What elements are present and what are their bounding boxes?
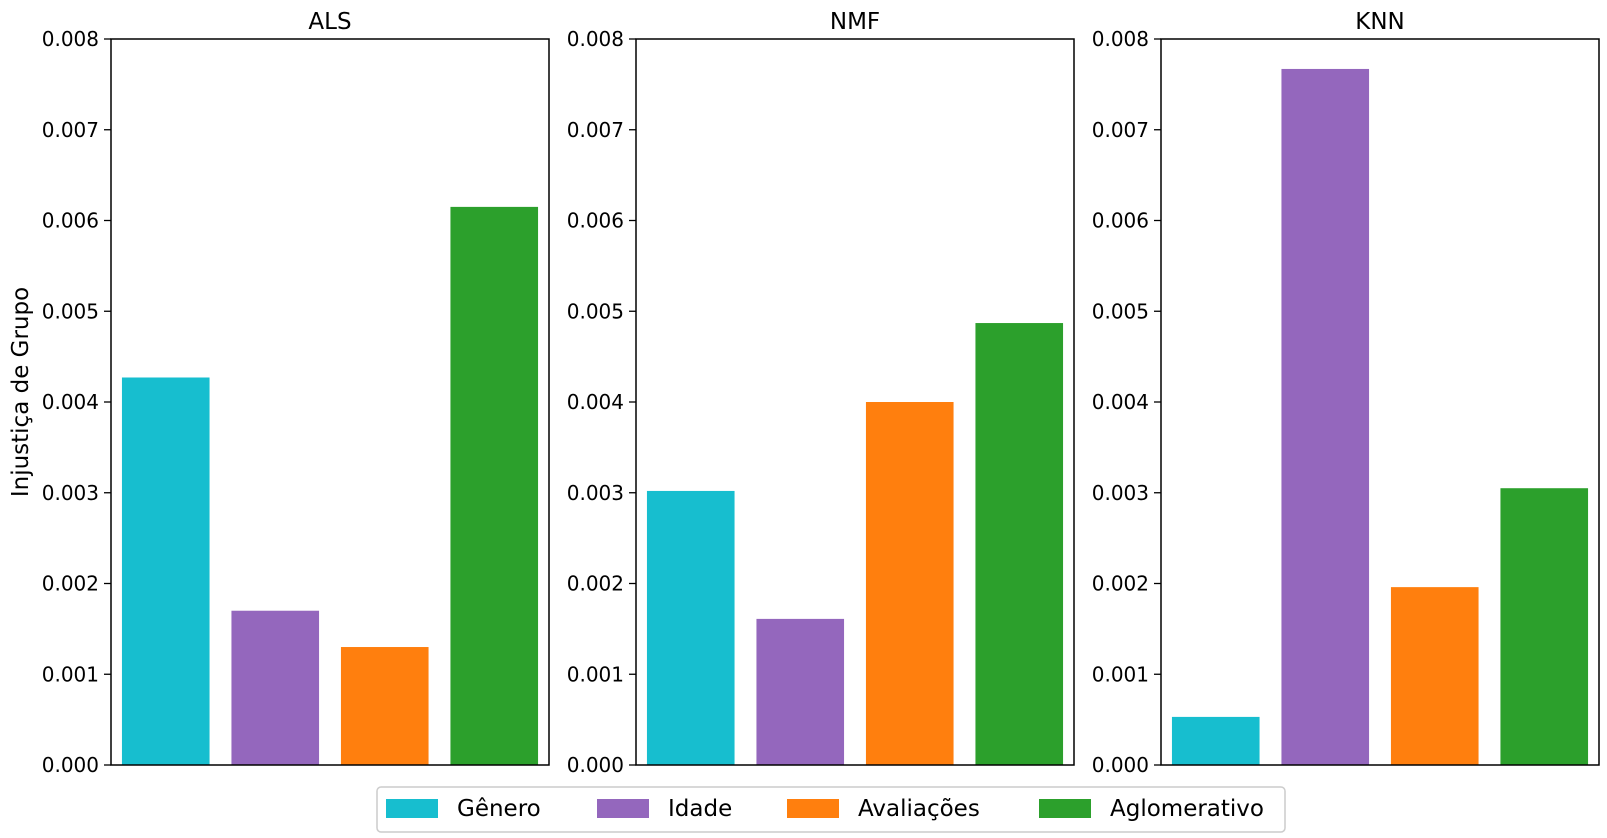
y-tick-label: 0.004 [1092, 390, 1149, 414]
y-tick-label: 0.000 [1092, 753, 1149, 777]
bar-knn-avaliações [1390, 587, 1479, 765]
legend-label: Gênero [457, 796, 541, 822]
y-tick-label: 0.000 [42, 753, 99, 777]
y-tick-label: 0.003 [42, 481, 99, 505]
y-tick-label: 0.002 [567, 572, 624, 596]
y-tick-label: 0.006 [1092, 209, 1149, 233]
y-axis-label: Injustiça de Grupo [8, 287, 34, 497]
y-tick-label: 0.005 [42, 299, 99, 323]
bar-als-idade [231, 610, 320, 765]
y-tick-label: 0.008 [42, 27, 99, 51]
panel-title: ALS [308, 9, 351, 35]
y-tick-label: 0.001 [567, 662, 624, 686]
legend-swatch-aglomerativo [1039, 799, 1091, 818]
y-tick-label: 0.003 [1092, 481, 1149, 505]
panel-title: KNN [1355, 9, 1405, 35]
legend: Gênero Idade Avaliações Aglomerativo [376, 786, 1286, 833]
legend-label: Aglomerativo [1110, 796, 1264, 822]
panel-nmf: 0.000 0.001 0.002 0.003 0.004 0.005 0.006 0.007… [567, 9, 1075, 777]
y-tick-label: 0.006 [42, 209, 99, 233]
y-tick-label: 0.004 [567, 390, 624, 414]
panel-als: 0.000 0.001 0.002 0.003 0.004 0.005 0.006 0.007… [42, 9, 550, 777]
y-tick-label: 0.002 [1092, 572, 1149, 596]
y-tick-label: 0.007 [1092, 118, 1149, 142]
legend-label: Avaliações [858, 796, 980, 822]
legend-swatch-avaliações [787, 799, 839, 818]
y-tick-label: 0.003 [567, 481, 624, 505]
legend-swatch-idade [597, 799, 649, 818]
bar-nmf-avaliações [865, 402, 954, 765]
bar-nmf-idade [756, 618, 845, 765]
bar-knn-gênero [1171, 716, 1260, 765]
bar-knn-aglomerativo [1500, 488, 1589, 765]
y-tick-label: 0.004 [42, 390, 99, 414]
bar-nmf-gênero [646, 490, 735, 765]
y-tick-label: 0.008 [1092, 27, 1149, 51]
y-tick-label: 0.008 [567, 27, 624, 51]
bar-als-gênero [121, 377, 210, 765]
y-tick-label: 0.002 [42, 572, 99, 596]
bar-knn-idade [1281, 68, 1370, 765]
y-tick-label: 0.005 [567, 299, 624, 323]
y-tick-label: 0.007 [567, 118, 624, 142]
y-tick-label: 0.001 [42, 662, 99, 686]
legend-swatch-gênero [386, 799, 438, 818]
bar-als-aglomerativo [450, 206, 539, 765]
y-tick-label: 0.007 [42, 118, 99, 142]
bar-nmf-aglomerativo [975, 323, 1064, 765]
y-tick-label: 0.005 [1092, 299, 1149, 323]
y-tick-label: 0.000 [567, 753, 624, 777]
legend-label: Idade [668, 796, 732, 822]
panel-title: NMF [830, 9, 880, 35]
bar-als-avaliações [340, 647, 429, 765]
y-tick-label: 0.001 [1092, 662, 1149, 686]
y-tick-label: 0.006 [567, 209, 624, 233]
panel-knn: 0.000 0.001 0.002 0.003 0.004 0.005 0.006 0.007… [1092, 9, 1600, 777]
